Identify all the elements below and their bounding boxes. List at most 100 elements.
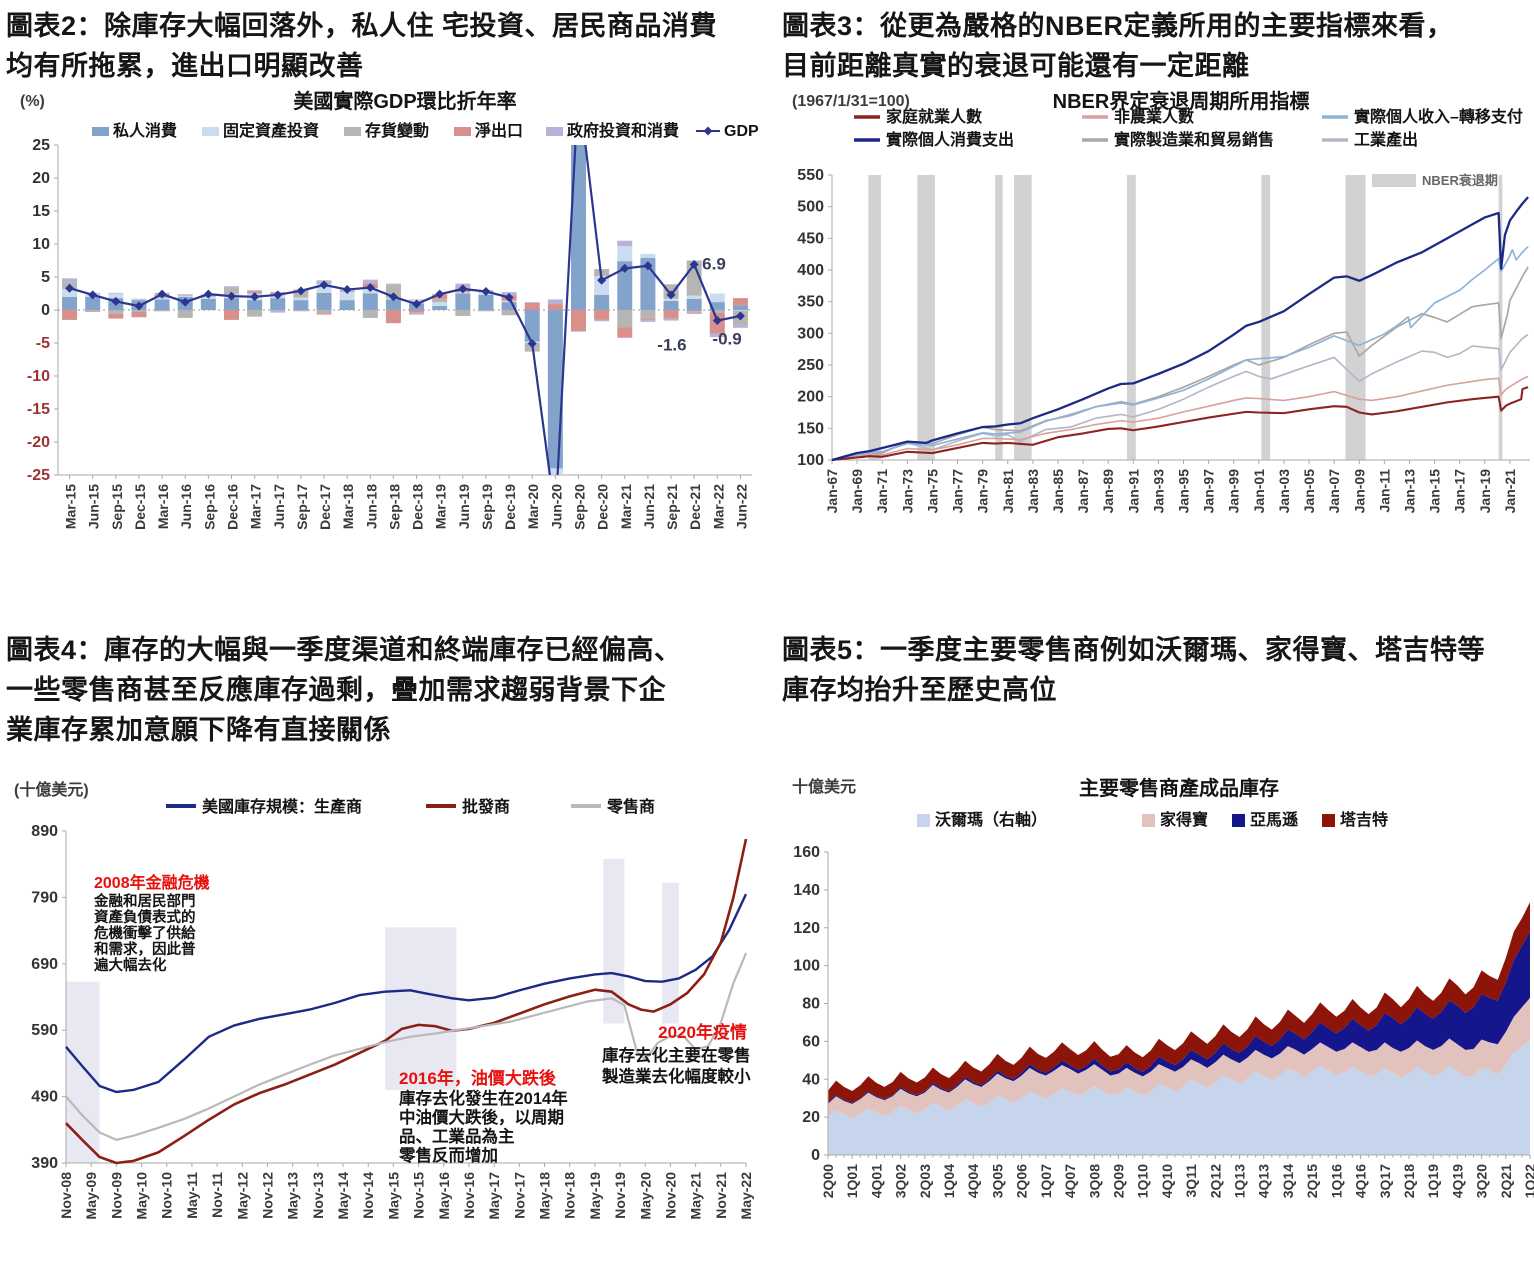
svg-text:2Q09: 2Q09 — [1110, 1164, 1126, 1198]
svg-text:Jun-16: Jun-16 — [178, 484, 194, 529]
svg-text:Nov-17: Nov-17 — [511, 1172, 527, 1219]
svg-text:690: 690 — [31, 956, 58, 973]
svg-text:150: 150 — [797, 420, 824, 437]
svg-text:4Q10: 4Q10 — [1159, 1164, 1175, 1198]
svg-text:工業產出: 工業產出 — [1354, 130, 1418, 149]
svg-text:250: 250 — [797, 357, 824, 374]
svg-text:Jan-93: Jan-93 — [1150, 469, 1166, 514]
svg-text:實際個人消費支出: 實際個人消費支出 — [886, 130, 1014, 149]
svg-text:Dec-17: Dec-17 — [317, 484, 333, 530]
svg-text:Jan-99: Jan-99 — [1226, 469, 1242, 514]
svg-text:Jan-89: Jan-89 — [1100, 469, 1116, 514]
svg-text:危機衝擊了供給: 危機衝擊了供給 — [94, 924, 196, 942]
svg-text:固定資產投資: 固定資產投資 — [223, 121, 319, 140]
svg-text:製造業去化幅度較小: 製造業去化幅度較小 — [601, 1066, 751, 1086]
svg-text:金融和居民部門: 金融和居民部門 — [93, 892, 196, 910]
svg-text:2Q21: 2Q21 — [1498, 1164, 1514, 1198]
svg-text:政府投資和消費: 政府投資和消費 — [567, 121, 679, 140]
svg-text:Jan-01: Jan-01 — [1251, 469, 1267, 514]
svg-text:私人消費: 私人消費 — [113, 121, 177, 140]
svg-text:Jun-15: Jun-15 — [86, 484, 102, 529]
svg-text:May-16: May-16 — [436, 1172, 452, 1220]
svg-text:-10: -10 — [27, 368, 50, 385]
svg-text:批發商: 批發商 — [462, 797, 510, 816]
svg-text:1Q07: 1Q07 — [1038, 1164, 1054, 1198]
svg-text:Jun-17: Jun-17 — [271, 484, 287, 529]
svg-text:4Q07: 4Q07 — [1062, 1164, 1078, 1198]
svg-text:Jan-07: Jan-07 — [1326, 469, 1342, 514]
svg-text:美國實際GDP環比折年率: 美國實際GDP環比折年率 — [293, 89, 516, 113]
svg-text:10: 10 — [32, 236, 50, 253]
svg-text:May-12: May-12 — [234, 1172, 250, 1220]
svg-text:Nov-18: Nov-18 — [562, 1172, 578, 1219]
svg-text:3Q08: 3Q08 — [1086, 1164, 1102, 1198]
svg-text:(十億美元): (十億美元) — [14, 780, 89, 799]
svg-text:May-14: May-14 — [335, 1172, 351, 1220]
svg-text:Sep-17: Sep-17 — [294, 484, 310, 530]
svg-text:Mar-20: Mar-20 — [525, 484, 541, 529]
svg-text:美國庫存規模：生產商: 美國庫存規模：生產商 — [202, 797, 362, 816]
svg-text:Nov-10: Nov-10 — [159, 1172, 175, 1219]
svg-text:Jun-21: Jun-21 — [641, 484, 657, 529]
svg-text:Jan-11: Jan-11 — [1376, 469, 1392, 513]
svg-text:Mar-16: Mar-16 — [155, 484, 171, 529]
svg-text:3Q20: 3Q20 — [1474, 1164, 1490, 1198]
svg-text:Jan-71: Jan-71 — [874, 469, 890, 514]
svg-text:2Q00: 2Q00 — [820, 1164, 836, 1198]
svg-text:0: 0 — [41, 302, 50, 319]
svg-text:Nov-11: Nov-11 — [209, 1172, 225, 1218]
svg-text:Jan-05: Jan-05 — [1301, 469, 1317, 514]
svg-text:Nov-09: Nov-09 — [108, 1172, 124, 1219]
svg-text:0: 0 — [811, 1147, 820, 1164]
svg-text:4Q19: 4Q19 — [1449, 1164, 1465, 1198]
svg-text:Nov-12: Nov-12 — [259, 1172, 275, 1219]
svg-text:Nov-15: Nov-15 — [411, 1172, 427, 1219]
svg-text:Nov-21: Nov-21 — [713, 1172, 729, 1219]
svg-text:Sep-15: Sep-15 — [109, 484, 125, 530]
svg-text:Nov-20: Nov-20 — [662, 1172, 678, 1219]
svg-text:6.9: 6.9 — [702, 254, 726, 273]
svg-text:Jan-17: Jan-17 — [1452, 469, 1468, 514]
figure2-panel: 圖表2：除庫存大幅回落外，私人住 宅投資、居民商品消費 均有所拖累，進出口明顯改… — [6, 6, 762, 610]
svg-text:3Q05: 3Q05 — [989, 1164, 1005, 1198]
svg-text:家得寶: 家得寶 — [1160, 810, 1208, 829]
figure4-heading: 圖表4：庫存的大幅與一季度渠道和終端庫存已經偏高、 一些零售商甚至反應庫存過剩，… — [6, 635, 682, 745]
svg-text:NBER界定衰退周期所用指標: NBER界定衰退周期所用指標 — [1053, 89, 1310, 113]
svg-text:3Q14: 3Q14 — [1280, 1164, 1296, 1198]
svg-text:1Q01: 1Q01 — [844, 1164, 860, 1198]
svg-text:May-13: May-13 — [285, 1172, 301, 1220]
svg-text:350: 350 — [797, 294, 824, 311]
svg-text:May-22: May-22 — [738, 1172, 754, 1220]
svg-text:(%): (%) — [20, 93, 45, 110]
svg-text:Nov-19: Nov-19 — [612, 1172, 628, 1219]
svg-text:May-09: May-09 — [83, 1172, 99, 1220]
svg-text:Nov-14: Nov-14 — [360, 1172, 376, 1219]
svg-text:Jan-15: Jan-15 — [1427, 469, 1443, 514]
svg-text:遍大幅去化: 遍大幅去化 — [93, 956, 167, 974]
svg-text:Jan-85: Jan-85 — [1050, 469, 1066, 514]
figure2-heading: 圖表2：除庫存大幅回落外，私人住 宅投資、居民商品消費 均有所拖累，進出口明顯改… — [6, 11, 718, 81]
svg-text:Sep-21: Sep-21 — [664, 484, 680, 530]
svg-text:Jun-22: Jun-22 — [733, 484, 749, 529]
svg-text:Sep-19: Sep-19 — [479, 484, 495, 530]
svg-text:-5: -5 — [36, 335, 50, 352]
svg-text:Dec-15: Dec-15 — [132, 484, 148, 530]
svg-text:(1967/1/31=100): (1967/1/31=100) — [792, 93, 910, 110]
svg-text:4Q16: 4Q16 — [1353, 1164, 1369, 1198]
svg-text:Jan-13: Jan-13 — [1401, 469, 1417, 514]
svg-text:2Q12: 2Q12 — [1207, 1164, 1223, 1198]
svg-text:Jan-09: Jan-09 — [1351, 469, 1367, 514]
svg-text:Sep-20: Sep-20 — [572, 484, 588, 530]
svg-text:590: 590 — [31, 1022, 58, 1039]
svg-text:Jan-79: Jan-79 — [975, 469, 991, 514]
svg-text:零售反而增加: 零售反而增加 — [398, 1145, 498, 1165]
svg-text:Jan-67: Jan-67 — [824, 469, 840, 514]
svg-text:490: 490 — [31, 1089, 58, 1106]
svg-text:May-10: May-10 — [134, 1172, 150, 1220]
svg-text:十億美元: 十億美元 — [792, 777, 856, 796]
svg-text:2Q18: 2Q18 — [1401, 1164, 1417, 1198]
svg-text:390: 390 — [31, 1155, 58, 1172]
svg-text:Mar-22: Mar-22 — [710, 484, 726, 529]
svg-text:1Q16: 1Q16 — [1328, 1164, 1344, 1198]
